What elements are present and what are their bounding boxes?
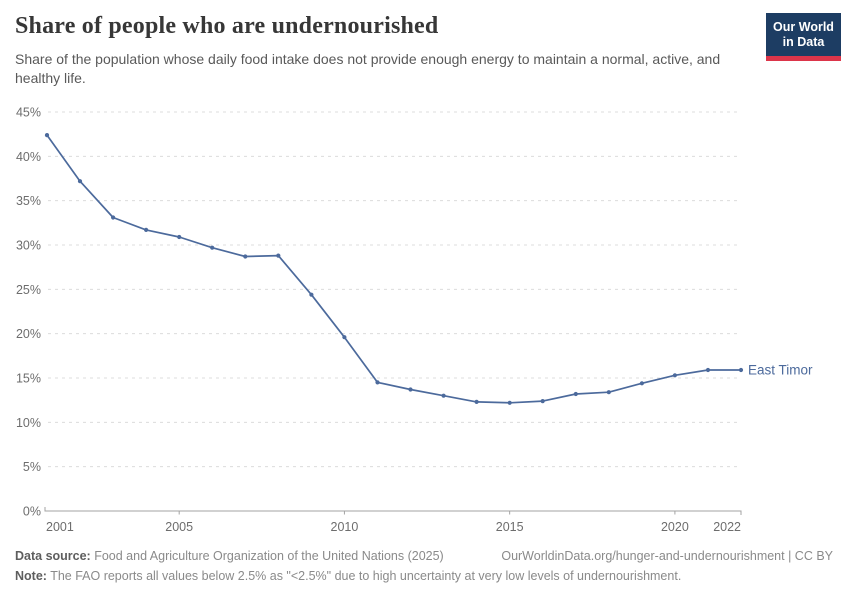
x-tick-label: 2010 <box>331 520 359 534</box>
y-tick-label: 20% <box>16 327 41 341</box>
data-source: Data source: Food and Agriculture Organi… <box>15 547 444 566</box>
data-source-label: Data source: <box>15 549 91 563</box>
data-point[interactable] <box>77 179 83 184</box>
y-tick-label: 35% <box>16 194 41 208</box>
y-tick-label: 0% <box>23 505 41 519</box>
data-point[interactable] <box>243 254 248 259</box>
data-point[interactable] <box>111 215 116 220</box>
data-line[interactable] <box>46 134 742 404</box>
x-tick-label: 2022 <box>713 520 741 534</box>
data-point[interactable] <box>639 381 645 386</box>
data-point[interactable] <box>342 335 347 340</box>
data-point[interactable] <box>738 367 744 373</box>
data-point[interactable] <box>276 253 281 258</box>
owid-link[interactable]: OurWorldinData.org/hunger-and-undernouri… <box>501 549 833 563</box>
owid-logo-line1: Our World <box>773 20 834 34</box>
y-tick-label: 10% <box>16 416 41 430</box>
data-point[interactable] <box>44 133 50 138</box>
data-point[interactable] <box>177 234 182 240</box>
data-point[interactable] <box>210 245 215 250</box>
x-tick-label: 2005 <box>165 520 193 534</box>
page-title: Share of people who are undernourished <box>15 13 439 39</box>
data-point[interactable] <box>408 387 413 392</box>
note-label: Note: <box>15 569 47 583</box>
y-tick-label: 15% <box>16 372 41 386</box>
y-tick-label: 40% <box>16 150 41 164</box>
y-tick-label: 45% <box>16 106 41 120</box>
series-end-label: East Timor <box>748 363 813 378</box>
data-point[interactable] <box>375 380 380 385</box>
data-point[interactable] <box>573 391 578 397</box>
x-tick-label: 2020 <box>661 520 689 534</box>
owid-logo-line2: in Data <box>782 34 825 49</box>
chart-header: Share of people who are undernourished S… <box>15 13 750 89</box>
data-point[interactable] <box>474 399 479 404</box>
owid-logo[interactable]: Our World in Data <box>766 13 841 61</box>
data-point[interactable] <box>441 393 446 398</box>
chart-subtitle: Share of the population whose daily food… <box>15 51 721 87</box>
x-tick-label: 2001 <box>46 520 74 534</box>
data-point[interactable] <box>672 373 678 378</box>
data-point[interactable] <box>606 390 611 395</box>
chart-footer: Data source: Food and Agriculture Organi… <box>15 547 833 587</box>
y-tick-label: 30% <box>16 239 41 253</box>
data-point[interactable] <box>540 399 545 404</box>
data-point[interactable] <box>309 292 314 297</box>
x-tick-label: 2015 <box>496 520 524 534</box>
y-tick-label: 25% <box>16 283 41 297</box>
data-point[interactable] <box>507 400 512 405</box>
x-axis-line <box>44 507 742 515</box>
data-point[interactable] <box>144 227 149 232</box>
note-text: The FAO reports all values below 2.5% as… <box>46 569 682 583</box>
data-source-text: Food and Agriculture Organization of the… <box>90 549 444 563</box>
chart-svg[interactable]: 0% 5% 10% 15% 20% 25% 30% 35% 40% 45% 2001 2005 2010… <box>0 0 850 545</box>
data-point[interactable] <box>705 367 711 373</box>
y-tick-label: 5% <box>23 460 41 474</box>
chart-note: Note: The FAO reports all values below 2… <box>15 567 681 586</box>
